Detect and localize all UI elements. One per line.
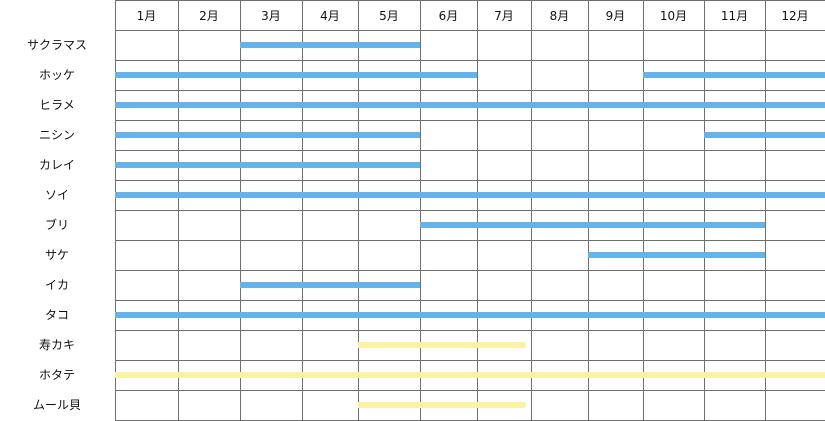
- row-label: ニシン: [39, 128, 75, 142]
- month-label: 10月: [660, 9, 687, 23]
- row-label: サクラマス: [27, 38, 87, 52]
- grid: [115, 0, 825, 421]
- row-label: タコ: [45, 308, 69, 322]
- row-label: ホタテ: [39, 368, 75, 382]
- month-label: 9月: [606, 9, 626, 23]
- row-label: ブリ: [45, 217, 69, 232]
- season-bar: [115, 162, 420, 168]
- row-label: イカ: [45, 278, 69, 292]
- row-label: ムール貝: [33, 398, 81, 412]
- season-bar: [115, 192, 825, 198]
- row-label: ホッケ: [39, 68, 75, 82]
- month-label: 4月: [320, 9, 340, 23]
- season-bar: [420, 222, 765, 228]
- month-label: 1月: [137, 9, 157, 23]
- month-label: 11月: [721, 9, 748, 23]
- month-label: 12月: [781, 9, 808, 23]
- season-bar: [240, 42, 420, 48]
- row-label: ヒラメ: [39, 98, 75, 112]
- season-bar: [240, 282, 420, 288]
- month-label: 2月: [199, 9, 219, 23]
- row-label: 寿カキ: [39, 338, 75, 352]
- season-bar: [358, 402, 526, 408]
- season-bar: [588, 252, 765, 258]
- month-label: 7月: [494, 9, 514, 23]
- bars: [115, 42, 825, 408]
- month-label: 3月: [261, 9, 281, 23]
- season-bar: [358, 342, 526, 348]
- season-bar: [115, 132, 420, 138]
- season-bar: [115, 312, 825, 318]
- season-bar: [704, 132, 825, 138]
- row-label: ソイ: [45, 188, 69, 202]
- month-label: 8月: [550, 9, 570, 23]
- row-label: カレイ: [39, 158, 75, 172]
- season-bar: [115, 72, 477, 78]
- season-bar: [115, 372, 825, 378]
- month-label: 5月: [379, 9, 399, 23]
- month-label: 6月: [439, 9, 459, 23]
- season-bar: [115, 102, 825, 108]
- season-bar: [643, 72, 825, 78]
- month-labels: 1月 2月 3月 4月 5月 6月 7月 8月 9月 10月 11月 12月: [137, 9, 809, 23]
- row-label: サケ: [45, 248, 69, 262]
